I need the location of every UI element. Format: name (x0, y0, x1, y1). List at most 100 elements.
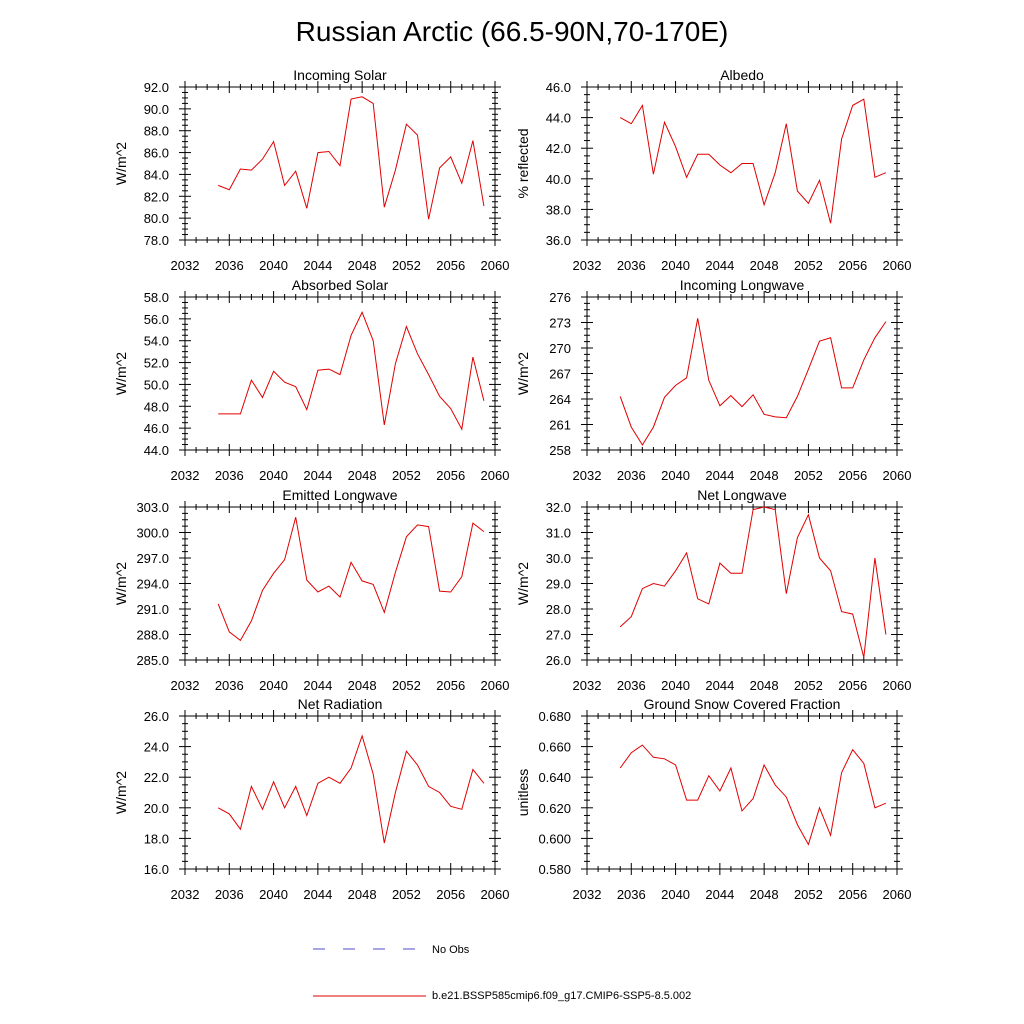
panel-title: Incoming Longwave (680, 277, 805, 293)
x-tick-label: 2060 (883, 258, 912, 273)
x-tick-label: 2052 (794, 678, 823, 693)
legend: No Obs b.e21.BSSP585cmip6.f09_g17.CMIP6-… (313, 944, 691, 1002)
x-tick-label: 2056 (838, 887, 867, 902)
y-tick-label: 31.0 (546, 526, 571, 541)
y-axis-label: W/m^2 (515, 352, 531, 395)
x-tick-label: 2056 (436, 258, 465, 273)
y-tick-label: 261 (549, 418, 571, 433)
x-tick-label: 2056 (436, 887, 465, 902)
x-tick-label: 2048 (348, 678, 377, 693)
x-tick-label: 2040 (661, 887, 690, 902)
x-tick-label: 2048 (348, 887, 377, 902)
y-tick-label: 92.0 (144, 80, 169, 95)
x-tick-label: 2036 (617, 258, 646, 273)
x-tick-label: 2032 (171, 678, 200, 693)
y-tick-label: 288.0 (136, 628, 169, 643)
panel-title: Net Longwave (697, 487, 787, 503)
y-tick-label: 270 (549, 341, 571, 356)
y-tick-label: 16.0 (144, 862, 169, 877)
y-tick-label: 52.0 (144, 356, 169, 371)
plot-frame (184, 715, 496, 870)
x-tick-label: 2036 (617, 678, 646, 693)
y-tick-label: 258 (549, 443, 571, 458)
x-tick-label: 2036 (215, 678, 244, 693)
x-tick-label: 2052 (794, 887, 823, 902)
y-tick-label: 24.0 (144, 740, 169, 755)
y-tick-label: 267 (549, 367, 571, 382)
x-tick-label: 2044 (303, 678, 332, 693)
x-tick-label: 2048 (750, 468, 779, 483)
y-tick-label: 22.0 (144, 770, 169, 785)
y-tick-label: 54.0 (144, 334, 169, 349)
series-line (217, 734, 485, 844)
series-line (619, 506, 887, 658)
y-tick-label: 0.660 (538, 740, 571, 755)
y-tick-label: 80.0 (144, 211, 169, 226)
y-tick-label: 29.0 (546, 577, 571, 592)
y-tick-label: 20.0 (144, 801, 169, 816)
panel: Incoming Solar W/m^2 2032 2036 2040 2044 2048 2… (113, 67, 509, 273)
x-tick-label: 2060 (883, 887, 912, 902)
y-tick-label: 56.0 (144, 312, 169, 327)
x-tick-label: 2056 (838, 678, 867, 693)
x-tick-label: 2052 (392, 887, 421, 902)
x-tick-label: 2056 (838, 468, 867, 483)
y-tick-label: 36.0 (546, 233, 571, 248)
y-tick-label: 50.0 (144, 377, 169, 392)
x-tick-label: 2060 (481, 887, 510, 902)
y-axis-label: unitless (515, 769, 531, 816)
y-tick-label: 46.0 (546, 80, 571, 95)
y-tick-label: 27.0 (546, 628, 571, 643)
x-tick-label: 2048 (750, 258, 779, 273)
y-axis-label: W/m^2 (113, 562, 129, 605)
x-tick-label: 2032 (573, 468, 602, 483)
y-tick-label: 276 (549, 290, 571, 305)
legend-model-label: b.e21.BSSP585cmip6.f09_g17.CMIP6-SSP5-8.… (432, 990, 691, 1002)
panel-title: Absorbed Solar (292, 277, 389, 293)
y-tick-label: 297.0 (136, 551, 169, 566)
y-tick-label: 300.0 (136, 526, 169, 541)
y-tick-label: 303.0 (136, 500, 169, 515)
panel: Incoming Longwave W/m^2 2032 2036 2040 2044 20… (515, 277, 911, 483)
x-tick-label: 2040 (259, 887, 288, 902)
x-tick-label: 2052 (392, 678, 421, 693)
y-axis-label: W/m^2 (113, 771, 129, 814)
panel: Albedo % reflected 2032 2036 2040 2044 2048 205… (515, 67, 911, 273)
panel-title: Albedo (720, 67, 764, 83)
y-tick-label: 30.0 (546, 551, 571, 566)
x-tick-label: 2056 (436, 678, 465, 693)
x-tick-label: 2032 (171, 258, 200, 273)
y-tick-label: 32.0 (546, 500, 571, 515)
y-tick-label: 46.0 (144, 421, 169, 436)
x-tick-label: 2052 (392, 468, 421, 483)
y-tick-label: 90.0 (144, 102, 169, 117)
x-tick-label: 2032 (573, 258, 602, 273)
x-tick-label: 2040 (661, 678, 690, 693)
y-tick-label: 42.0 (546, 141, 571, 156)
x-tick-label: 2036 (215, 887, 244, 902)
y-tick-label: 88.0 (144, 124, 169, 139)
y-tick-label: 285.0 (136, 653, 169, 668)
x-tick-label: 2044 (705, 258, 734, 273)
figure-title: Russian Arctic (66.5-90N,70-170E) (296, 16, 729, 47)
legend-obs-label: No Obs (432, 944, 470, 956)
y-axis-label: W/m^2 (515, 562, 531, 605)
y-tick-label: 291.0 (136, 602, 169, 617)
x-tick-label: 2052 (794, 468, 823, 483)
plot-frame (586, 506, 898, 661)
x-tick-label: 2048 (348, 258, 377, 273)
panel-title: Net Radiation (298, 696, 383, 712)
panel: Emitted Longwave W/m^2 2032 2036 2040 2044 204… (113, 487, 509, 693)
x-tick-label: 2036 (215, 468, 244, 483)
x-tick-label: 2032 (573, 887, 602, 902)
series-line (217, 517, 485, 642)
x-tick-label: 2032 (171, 887, 200, 902)
panel-title: Ground Snow Covered Fraction (644, 696, 841, 712)
series-line (619, 318, 887, 446)
y-tick-label: 273 (549, 316, 571, 331)
series-line (218, 311, 485, 431)
y-tick-label: 82.0 (144, 189, 169, 204)
plot-frame (586, 715, 898, 870)
x-tick-label: 2048 (750, 678, 779, 693)
